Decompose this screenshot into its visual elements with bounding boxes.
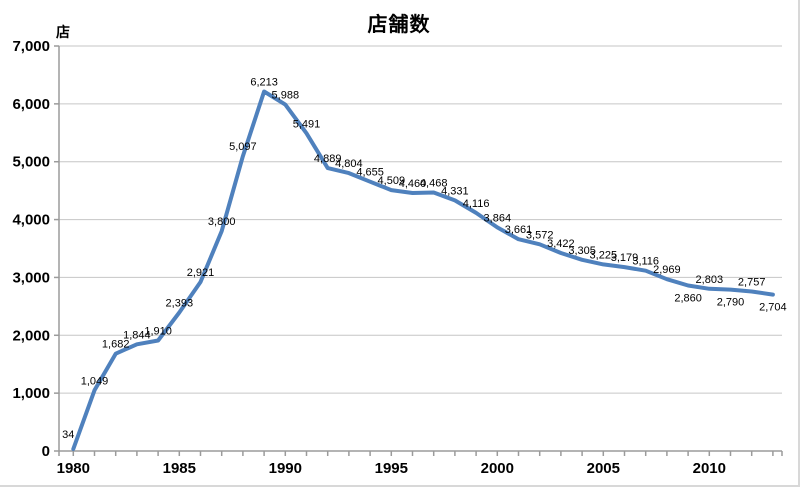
data-label: 2,860 [674, 293, 702, 305]
data-label: 3,179 [611, 252, 639, 264]
y-axis-tick-label: 4,000 [12, 212, 50, 229]
y-axis-tick-label: 0 [42, 443, 50, 460]
y-axis-tick-label: 3,000 [12, 269, 50, 286]
x-axis-tick-label: 1990 [269, 460, 302, 477]
data-label: 3,305 [568, 245, 596, 257]
data-label: 5,097 [229, 141, 257, 153]
data-label: 4,509 [378, 175, 406, 187]
data-label: 34 [62, 429, 74, 441]
data-label: 2,757 [738, 276, 766, 288]
data-label: 1,844 [123, 329, 151, 341]
data-label: 4,804 [335, 158, 363, 170]
data-label: 1,910 [144, 325, 172, 337]
data-label: 2,803 [696, 274, 724, 286]
data-label: 2,921 [187, 267, 215, 279]
x-axis-tick-label: 2010 [693, 460, 726, 477]
data-label: 5,491 [293, 118, 321, 130]
data-label: 3,572 [526, 229, 554, 241]
data-label: 2,393 [166, 298, 194, 310]
chart-title: 店舗数 [367, 14, 431, 36]
y-axis-tick-label: 6,000 [12, 96, 50, 113]
y-axis-tick-label: 1,000 [12, 385, 50, 402]
data-label: 4,460 [399, 178, 427, 190]
data-label: 6,213 [250, 77, 278, 89]
data-label: 3,800 [208, 216, 236, 228]
data-label: 2,969 [653, 264, 681, 276]
data-label: 4,468 [420, 177, 448, 189]
data-label: 2,790 [717, 297, 745, 309]
y-axis-unit-label: 店 [56, 24, 70, 40]
y-axis-tick-label: 5,000 [12, 154, 50, 171]
x-axis-tick-label: 2000 [481, 460, 514, 477]
data-label: 3,864 [484, 212, 512, 224]
data-label: 4,655 [356, 167, 384, 179]
x-axis-tick-label: 1985 [163, 460, 196, 477]
data-label: 4,331 [441, 185, 469, 197]
series-line [71, 89, 775, 451]
data-label: 5,988 [272, 90, 300, 102]
data-label: 4,116 [463, 198, 490, 210]
data-label: 3,225 [590, 249, 618, 261]
x-axis-tick-label: 1980 [57, 460, 90, 477]
data-label: 1,049 [81, 375, 109, 387]
data-label: 3,422 [547, 238, 575, 250]
data-label: 4,889 [314, 153, 342, 165]
data-label: 3,116 [632, 256, 659, 268]
y-axis-tick-label: 2,000 [12, 327, 50, 344]
x-axis-tick-label: 1995 [375, 460, 408, 477]
x-axis-tick-label: 2005 [587, 460, 620, 477]
data-label: 3,661 [505, 224, 533, 236]
y-axis-tick-label: 7,000 [12, 38, 50, 55]
data-label: 2,704 [759, 302, 787, 314]
data-label: 1,682 [102, 339, 130, 351]
